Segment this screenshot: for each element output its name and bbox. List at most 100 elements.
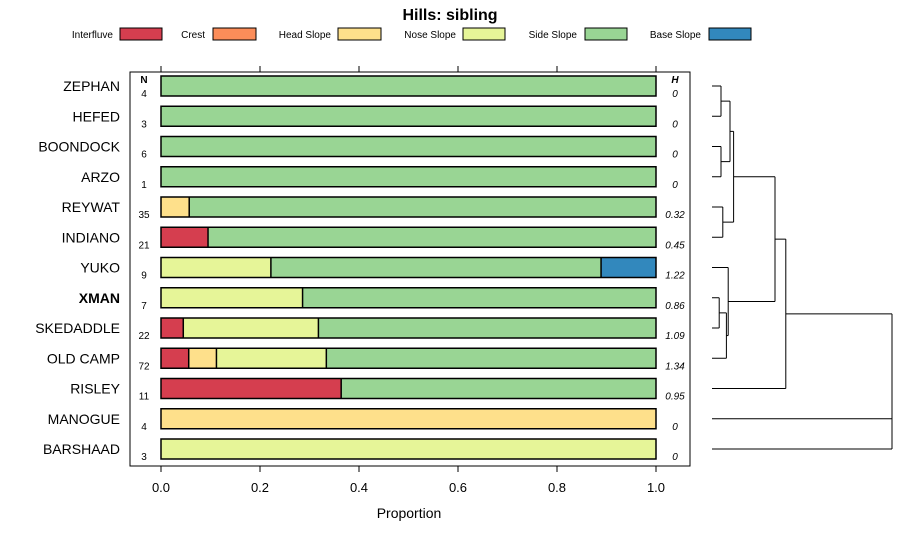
row-label: OLD CAMP (47, 350, 120, 366)
plot-frame (129, 71, 691, 467)
bar-segment-side-slope (161, 106, 656, 127)
bar-segment-interfluve (161, 318, 184, 338)
bar-outline (160, 408, 657, 430)
n-value: 4 (141, 89, 147, 100)
bar-segment-side-slope (341, 378, 656, 399)
bar-outline (160, 347, 657, 369)
bar-segment-side-slope (208, 227, 656, 248)
n-value: 1 (141, 180, 147, 191)
n-value: 3 (141, 119, 147, 130)
bar-segment-base-slope (601, 257, 656, 278)
bar-segment-side-slope (270, 257, 602, 278)
bar-rows: ZEPHAN 4 0 HEFED 3 0 BOONDOCK 6 0 ARZO 1 0 REYWAT 35 0… (35, 75, 685, 463)
bar-segment-side-slope (326, 348, 656, 369)
row-label: RISLEY (70, 381, 120, 397)
h-value: 1.34 (665, 361, 685, 372)
h-value: 0.86 (665, 301, 685, 312)
legend-swatch-head-slope (337, 27, 382, 41)
bar-outline (160, 377, 657, 400)
n-value: 7 (141, 301, 147, 312)
legend-label-nose-slope: Nose Slope (404, 30, 456, 41)
row-label: ARZO (81, 169, 120, 185)
n-value: 72 (138, 361, 150, 372)
legend-swatch-crest (212, 27, 257, 41)
row-label: INDIANO (62, 229, 120, 245)
row-barshaad: BARSHAAD 3 0 (43, 438, 678, 463)
bar-segment-side-slope (302, 287, 656, 308)
bar-outline (160, 226, 657, 248)
row-label: HEFED (73, 108, 120, 124)
bar-segment-head-slope (161, 197, 190, 217)
legend-label-interfluve: Interfluve (72, 30, 114, 41)
bar-outline (160, 287, 657, 309)
n-value: 21 (138, 240, 150, 251)
x-tick-label: 0.0 (152, 480, 170, 495)
bar-outline (160, 438, 657, 460)
bar-outline (160, 135, 657, 158)
legend: Interfluve Crest Head Slope Nose Slope Side … (72, 27, 752, 41)
h-value: 0.95 (665, 392, 685, 403)
row-zephan: ZEPHAN 4 0 (63, 75, 678, 100)
h-value: 1.09 (665, 331, 685, 342)
row-reywat: REYWAT 35 0.32 (62, 196, 685, 221)
row-label: SKEDADDLE (35, 320, 120, 336)
h-value: 0 (672, 150, 678, 161)
bar-segment-nose-slope (161, 439, 656, 459)
legend-label-side-slope: Side Slope (529, 30, 578, 41)
x-axis-label: Proportion (377, 505, 442, 521)
x-tick-label: 0.8 (548, 480, 566, 495)
bar-segment-nose-slope (216, 348, 327, 369)
row-label: YUKO (80, 260, 120, 276)
n-column-header: N (140, 75, 147, 86)
h-value: 0.32 (665, 210, 685, 221)
n-value: 3 (141, 452, 147, 463)
bar-segment-interfluve (161, 378, 342, 399)
bar-segment-side-slope (161, 166, 656, 187)
row-label: BARSHAAD (43, 441, 120, 457)
row-label: REYWAT (62, 199, 121, 215)
chart-title: Hills: sibling (402, 7, 497, 24)
n-value: 4 (141, 422, 147, 433)
row-old-camp: OLD CAMP 72 1.34 (47, 347, 685, 372)
row-label: MANOGUE (48, 411, 120, 427)
h-value: 0 (672, 119, 678, 130)
legend-label-base-slope: Base Slope (650, 30, 702, 41)
bar-segment-side-slope (189, 197, 656, 217)
bar-segment-interfluve (161, 348, 189, 369)
bar-segment-head-slope (188, 348, 217, 369)
bar-outline (160, 196, 657, 218)
row-xman: XMAN 7 0.86 (79, 287, 685, 312)
legend-swatch-interfluve (119, 27, 163, 41)
bar-segment-side-slope (161, 136, 656, 157)
row-boondock: BOONDOCK 6 0 (38, 135, 678, 161)
bar-segment-nose-slope (183, 318, 319, 338)
bar-segment-side-slope (161, 76, 656, 96)
h-value: 1.22 (665, 271, 685, 282)
row-manogue: MANOGUE 4 0 (48, 408, 678, 433)
row-indiano: INDIANO 21 0.45 (62, 226, 685, 251)
bar-outline (160, 75, 657, 97)
h-value: 0 (672, 422, 678, 433)
bar-outline (160, 256, 657, 279)
h-value: 0 (672, 180, 678, 191)
bar-segment-nose-slope (161, 257, 271, 278)
x-axis: 0.0 0.2 0.4 0.6 0.8 1.0 (152, 66, 665, 495)
legend-label-head-slope: Head Slope (279, 30, 332, 41)
h-value: 0 (672, 89, 678, 100)
legend-swatch-base-slope (708, 27, 752, 41)
n-value: 6 (141, 150, 147, 161)
x-tick-label: 0.6 (449, 480, 467, 495)
bar-outline (160, 105, 657, 127)
row-hefed: HEFED 3 0 (73, 105, 678, 130)
h-column-header: H (671, 75, 679, 86)
x-tick-label: 1.0 (647, 480, 665, 495)
bar-segment-interfluve (161, 227, 209, 248)
h-value: 0.45 (665, 240, 685, 251)
row-label: XMAN (79, 290, 120, 306)
n-value: 22 (138, 331, 150, 342)
h-value: 0 (672, 452, 678, 463)
bar-segment-nose-slope (161, 287, 303, 308)
row-label: ZEPHAN (63, 78, 120, 94)
n-value: 11 (139, 392, 150, 403)
